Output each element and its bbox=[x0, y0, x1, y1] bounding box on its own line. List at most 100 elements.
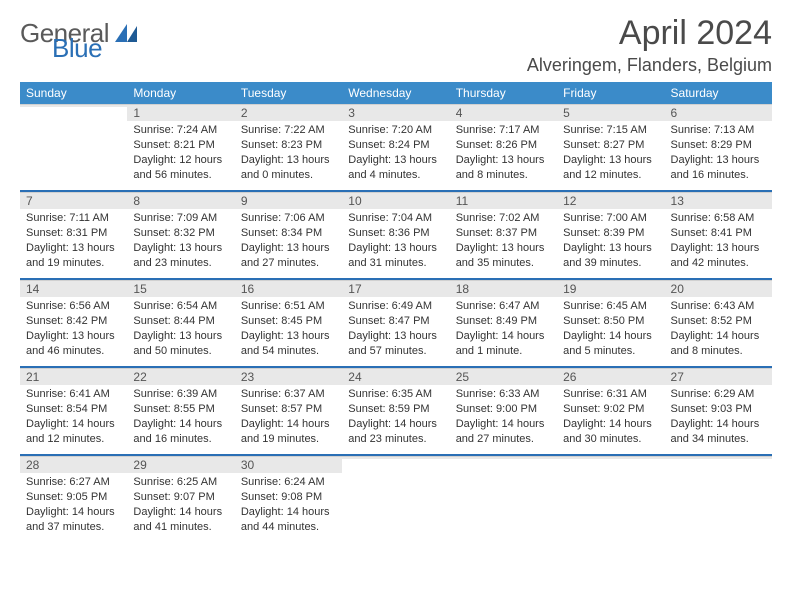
day-number: 1 bbox=[127, 104, 234, 121]
sunset-text: Sunset: 9:03 PM bbox=[671, 402, 766, 417]
daynum-cell: 8 bbox=[127, 191, 234, 209]
daynum-row: 14151617181920 bbox=[20, 279, 772, 297]
day-number bbox=[20, 104, 127, 107]
daynum-cell: 27 bbox=[665, 367, 772, 385]
daylight-text: Daylight: 14 hours and 19 minutes. bbox=[241, 417, 336, 447]
day-number: 6 bbox=[665, 104, 772, 121]
daynum-cell: 4 bbox=[450, 104, 557, 121]
daylight-text: Daylight: 13 hours and 31 minutes. bbox=[348, 241, 443, 271]
day-number: 14 bbox=[20, 280, 127, 297]
day-number: 30 bbox=[235, 456, 342, 473]
day-number: 16 bbox=[235, 280, 342, 297]
day-cell: Sunrise: 6:49 AMSunset: 8:47 PMDaylight:… bbox=[342, 297, 449, 367]
day-number bbox=[450, 456, 557, 459]
daylight-text: Daylight: 13 hours and 39 minutes. bbox=[563, 241, 658, 271]
day-cell: Sunrise: 7:24 AMSunset: 8:21 PMDaylight:… bbox=[127, 121, 234, 191]
sunset-text: Sunset: 8:42 PM bbox=[26, 314, 121, 329]
sunrise-text: Sunrise: 7:20 AM bbox=[348, 123, 443, 138]
daynum-cell: 18 bbox=[450, 279, 557, 297]
day-cell: Sunrise: 6:29 AMSunset: 9:03 PMDaylight:… bbox=[665, 385, 772, 455]
daynum-cell: 16 bbox=[235, 279, 342, 297]
day-cell: Sunrise: 7:04 AMSunset: 8:36 PMDaylight:… bbox=[342, 209, 449, 279]
daylight-text: Daylight: 14 hours and 41 minutes. bbox=[133, 505, 228, 535]
brand-logo: General Blue bbox=[20, 14, 141, 61]
sunset-text: Sunset: 8:29 PM bbox=[671, 138, 766, 153]
sunset-text: Sunset: 9:07 PM bbox=[133, 490, 228, 505]
daylight-text: Daylight: 14 hours and 27 minutes. bbox=[456, 417, 551, 447]
sunrise-text: Sunrise: 7:09 AM bbox=[133, 211, 228, 226]
daynum-cell: 9 bbox=[235, 191, 342, 209]
day-number: 23 bbox=[235, 368, 342, 385]
sunrise-text: Sunrise: 7:15 AM bbox=[563, 123, 658, 138]
sunset-text: Sunset: 9:00 PM bbox=[456, 402, 551, 417]
sunrise-text: Sunrise: 6:33 AM bbox=[456, 387, 551, 402]
day-cell: Sunrise: 7:00 AMSunset: 8:39 PMDaylight:… bbox=[557, 209, 664, 279]
daynum-cell: 14 bbox=[20, 279, 127, 297]
daylight-text: Daylight: 13 hours and 16 minutes. bbox=[671, 153, 766, 183]
sunset-text: Sunset: 8:41 PM bbox=[671, 226, 766, 241]
day-header: Thursday bbox=[450, 82, 557, 104]
daylight-text: Daylight: 13 hours and 8 minutes. bbox=[456, 153, 551, 183]
day-number: 19 bbox=[557, 280, 664, 297]
day-number: 27 bbox=[665, 368, 772, 385]
day-number: 13 bbox=[665, 192, 772, 209]
daynum-cell: 5 bbox=[557, 104, 664, 121]
day-cell: Sunrise: 6:56 AMSunset: 8:42 PMDaylight:… bbox=[20, 297, 127, 367]
daynum-cell: 28 bbox=[20, 455, 127, 473]
day-number: 17 bbox=[342, 280, 449, 297]
sunset-text: Sunset: 8:59 PM bbox=[348, 402, 443, 417]
day-number: 22 bbox=[127, 368, 234, 385]
daynum-row: 123456 bbox=[20, 104, 772, 121]
day-header: Wednesday bbox=[342, 82, 449, 104]
header: General Blue April 2024 Alveringem, Flan… bbox=[20, 14, 772, 76]
sunrise-text: Sunrise: 7:22 AM bbox=[241, 123, 336, 138]
day-number bbox=[342, 456, 449, 459]
sunset-text: Sunset: 8:32 PM bbox=[133, 226, 228, 241]
sunset-text: Sunset: 8:55 PM bbox=[133, 402, 228, 417]
daynum-cell: 19 bbox=[557, 279, 664, 297]
calendar-table: Sunday Monday Tuesday Wednesday Thursday… bbox=[20, 82, 772, 543]
empty-cell bbox=[450, 473, 557, 543]
day-number: 24 bbox=[342, 368, 449, 385]
daynum-cell: 15 bbox=[127, 279, 234, 297]
day-cell: Sunrise: 6:47 AMSunset: 8:49 PMDaylight:… bbox=[450, 297, 557, 367]
day-number: 10 bbox=[342, 192, 449, 209]
day-header: Friday bbox=[557, 82, 664, 104]
day-number: 5 bbox=[557, 104, 664, 121]
day-cell: Sunrise: 6:25 AMSunset: 9:07 PMDaylight:… bbox=[127, 473, 234, 543]
daylight-text: Daylight: 14 hours and 5 minutes. bbox=[563, 329, 658, 359]
day-number: 4 bbox=[450, 104, 557, 121]
sunrise-text: Sunrise: 6:24 AM bbox=[241, 475, 336, 490]
sunrise-text: Sunrise: 6:37 AM bbox=[241, 387, 336, 402]
sunset-text: Sunset: 8:37 PM bbox=[456, 226, 551, 241]
sunrise-text: Sunrise: 6:39 AM bbox=[133, 387, 228, 402]
day-cell: Sunrise: 7:06 AMSunset: 8:34 PMDaylight:… bbox=[235, 209, 342, 279]
empty-cell bbox=[20, 121, 127, 191]
sunrise-text: Sunrise: 7:24 AM bbox=[133, 123, 228, 138]
daynum-cell: 11 bbox=[450, 191, 557, 209]
day-number: 2 bbox=[235, 104, 342, 121]
content-row: Sunrise: 6:27 AMSunset: 9:05 PMDaylight:… bbox=[20, 473, 772, 543]
daynum-cell: 1 bbox=[127, 104, 234, 121]
day-number: 8 bbox=[127, 192, 234, 209]
daynum-cell: 29 bbox=[127, 455, 234, 473]
day-number: 28 bbox=[20, 456, 127, 473]
daylight-text: Daylight: 13 hours and 46 minutes. bbox=[26, 329, 121, 359]
sunset-text: Sunset: 8:34 PM bbox=[241, 226, 336, 241]
sunrise-text: Sunrise: 6:41 AM bbox=[26, 387, 121, 402]
sunrise-text: Sunrise: 7:06 AM bbox=[241, 211, 336, 226]
daylight-text: Daylight: 13 hours and 23 minutes. bbox=[133, 241, 228, 271]
day-cell: Sunrise: 6:43 AMSunset: 8:52 PMDaylight:… bbox=[665, 297, 772, 367]
day-cell: Sunrise: 6:24 AMSunset: 9:08 PMDaylight:… bbox=[235, 473, 342, 543]
content-row: Sunrise: 7:11 AMSunset: 8:31 PMDaylight:… bbox=[20, 209, 772, 279]
day-cell: Sunrise: 7:17 AMSunset: 8:26 PMDaylight:… bbox=[450, 121, 557, 191]
daylight-text: Daylight: 12 hours and 56 minutes. bbox=[133, 153, 228, 183]
sunrise-text: Sunrise: 7:13 AM bbox=[671, 123, 766, 138]
daynum-cell: 17 bbox=[342, 279, 449, 297]
sunset-text: Sunset: 8:23 PM bbox=[241, 138, 336, 153]
daynum-cell: 6 bbox=[665, 104, 772, 121]
location: Alveringem, Flanders, Belgium bbox=[527, 55, 772, 76]
daynum-cell bbox=[557, 455, 664, 473]
daynum-cell bbox=[450, 455, 557, 473]
day-number: 7 bbox=[20, 192, 127, 209]
